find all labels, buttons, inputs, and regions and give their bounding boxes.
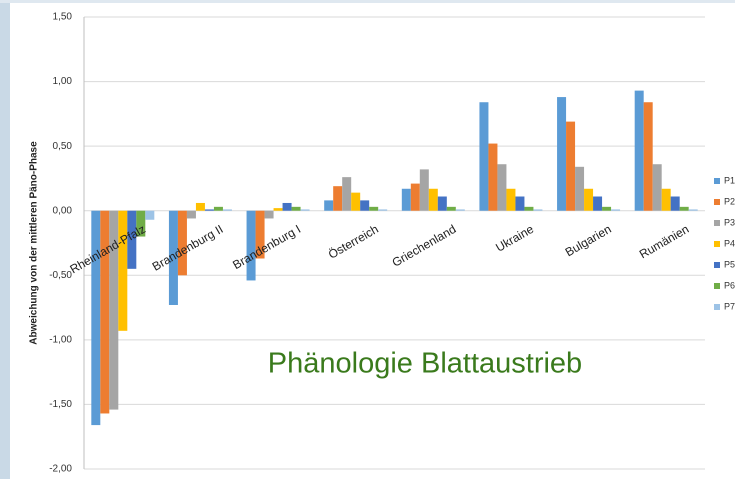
bar [602, 206, 612, 211]
bar [195, 202, 205, 211]
bar [177, 210, 187, 276]
bar [688, 209, 698, 211]
bar [264, 210, 274, 219]
bar [584, 188, 594, 211]
bar [342, 177, 352, 211]
bar [488, 143, 498, 211]
bar [634, 90, 644, 211]
bar [401, 188, 411, 211]
legend-label: P5 [724, 259, 735, 269]
bar [455, 209, 465, 211]
bar [213, 206, 223, 211]
legend-swatch [714, 199, 720, 205]
bar [679, 206, 689, 211]
bar [643, 102, 653, 211]
legend-label: P6 [724, 280, 735, 290]
bar [369, 206, 379, 211]
bar [428, 188, 438, 211]
bar [557, 97, 567, 211]
y-tick-label: 1,00 [53, 76, 73, 87]
legend-swatch [714, 241, 720, 247]
bar [661, 188, 671, 211]
legend-label: P7 [724, 301, 735, 311]
bar [118, 210, 128, 331]
bar [479, 102, 489, 211]
bar [437, 196, 447, 211]
y-axis-label: Abweichung von der mittleren Päno-Phase [29, 141, 40, 345]
y-tick-label: -1,00 [49, 334, 72, 345]
bar [506, 188, 516, 211]
y-tick-label: 0,00 [53, 205, 73, 216]
bar [410, 183, 420, 211]
y-tick-label: 1,50 [53, 12, 73, 23]
legend-swatch [714, 220, 720, 226]
bar [91, 210, 101, 426]
bar [378, 209, 388, 211]
legend-swatch [714, 304, 720, 310]
bar [145, 210, 155, 220]
bar [497, 164, 507, 211]
bar [168, 210, 178, 305]
left-strip [0, 0, 10, 479]
bar [419, 169, 429, 211]
bar [100, 210, 110, 414]
bar [446, 206, 456, 211]
legend-label: P3 [724, 217, 735, 227]
bar [670, 196, 680, 211]
bar [255, 210, 265, 259]
bar [333, 186, 343, 211]
bar [186, 210, 196, 219]
bar [351, 192, 361, 211]
bar [652, 164, 662, 211]
bar [273, 208, 283, 211]
legend-label: P1 [724, 175, 735, 185]
bar [524, 206, 534, 211]
bar [282, 202, 292, 211]
bar [593, 196, 603, 211]
bar [566, 121, 576, 211]
legend-swatch [714, 178, 720, 184]
y-tick-label: -0,50 [49, 270, 72, 281]
y-tick-label: -2,00 [49, 464, 72, 475]
y-tick-label: -1,50 [49, 399, 72, 410]
legend-swatch [714, 262, 720, 268]
bar [127, 210, 137, 269]
bar [515, 196, 525, 211]
annotation: Phänologie Blattaustrieb [268, 348, 582, 380]
top-strip [0, 0, 735, 3]
bar [136, 210, 146, 237]
bar [611, 209, 621, 211]
y-tick-label: 0,50 [53, 141, 73, 152]
bar [222, 209, 232, 211]
bar [300, 209, 310, 211]
bar [246, 210, 256, 281]
bar [575, 166, 585, 211]
bar [324, 200, 334, 211]
bar [360, 200, 370, 211]
bar [533, 209, 543, 211]
bar [109, 210, 119, 410]
legend-swatch [714, 283, 720, 289]
legend-label: P4 [724, 238, 735, 248]
bar [204, 209, 214, 211]
legend-label: P2 [724, 196, 735, 206]
bar [291, 206, 301, 211]
